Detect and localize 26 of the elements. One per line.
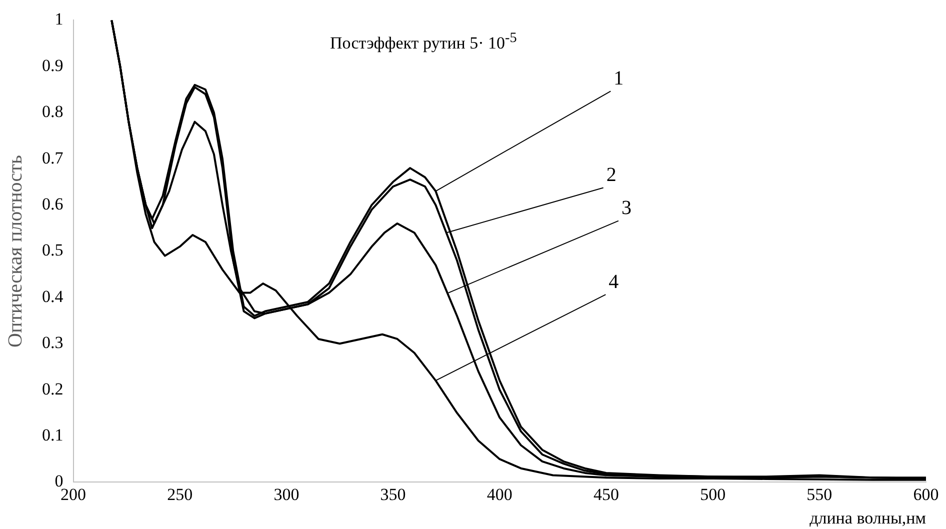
x-tick-label: 400 (486, 484, 512, 504)
x-tick-label: 350 (380, 484, 406, 504)
annotation: 1 (614, 67, 624, 90)
x-tick-label: 550 (806, 484, 832, 504)
x-tick-label: 250 (167, 484, 193, 504)
y-tick-label: 0.3 (42, 333, 64, 352)
x-axis-title: длина волны,нм (810, 508, 926, 528)
y-axis-title: Оптическая плотность (4, 154, 26, 348)
annotation: 2 (606, 164, 616, 186)
annotation: 3 (621, 197, 632, 220)
y-tick-label: 0.7 (42, 148, 64, 168)
y-tick-label: 0.2 (42, 379, 64, 398)
x-tick-label: 200 (60, 484, 86, 504)
y-tick-label: 0.5 (42, 240, 64, 260)
y-tick-label: 0.1 (42, 425, 64, 444)
y-tick-label: 0.4 (42, 286, 64, 306)
y-tick-label: 0.9 (42, 56, 64, 75)
y-tick-label: 1 (54, 10, 64, 29)
y-tick-label: 0.6 (42, 194, 64, 214)
y-tick-label: 0.8 (42, 102, 64, 122)
x-tick-label: 600 (913, 484, 939, 504)
x-tick-label: 500 (700, 484, 726, 504)
text: Постэффект рутин 5· 10$^{-5}$ (330, 30, 517, 54)
annotation: 4 (608, 270, 619, 293)
x-tick-label: 450 (593, 484, 619, 504)
x-tick-label: 300 (274, 484, 300, 504)
